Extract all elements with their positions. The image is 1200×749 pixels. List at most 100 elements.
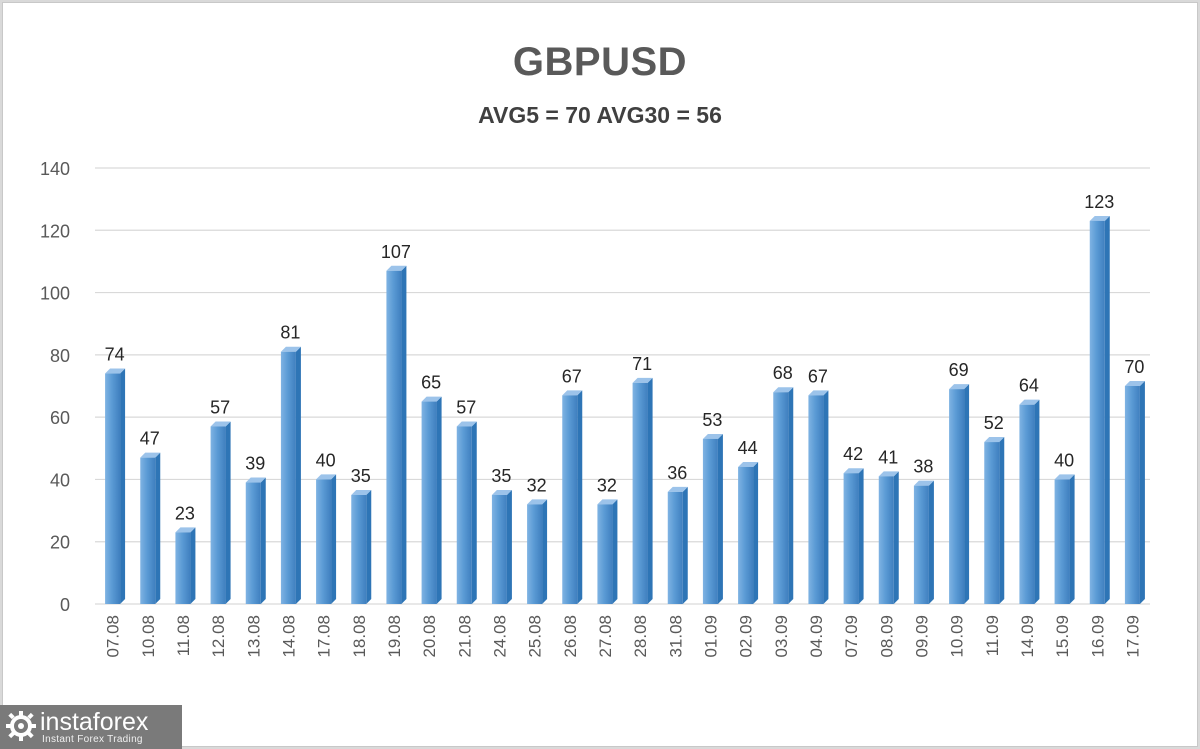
bar-top: [808, 390, 829, 396]
bar: [984, 437, 1005, 604]
bar-top: [984, 437, 1005, 443]
data-label: 38: [913, 457, 933, 477]
bar-side: [682, 486, 688, 604]
data-label: 39: [245, 454, 265, 474]
bar: [1054, 474, 1075, 604]
y-tick-label: 0: [60, 595, 70, 615]
x-tick-label: 08.09: [877, 615, 896, 658]
x-tick-label: 27.08: [596, 615, 615, 658]
bar-front: [175, 532, 191, 604]
bar-top: [175, 527, 196, 533]
data-label: 67: [562, 366, 582, 386]
bar-front: [386, 270, 402, 604]
bar-top: [491, 490, 512, 495]
data-label: 35: [491, 466, 511, 486]
bar-side: [964, 384, 970, 604]
bar-top: [667, 486, 688, 492]
bar-top: [702, 433, 723, 439]
x-tick-label: 04.09: [807, 615, 826, 658]
bar: [667, 486, 688, 604]
bar-side: [823, 390, 829, 604]
x-axis: 07.08 10.08 11.08 12.08 13.08 14.08 17.08 18.08…: [104, 615, 1143, 658]
bar-front: [667, 491, 683, 604]
data-labels: 74 47 23 57 39 81 40 35 107 65 57 35 32 67 32 71 36 53 44 6…: [105, 192, 1145, 523]
bar-top: [351, 490, 372, 495]
bar: [738, 461, 759, 604]
bar-front: [843, 473, 859, 604]
bar-top: [316, 474, 337, 480]
x-tick-label: 07.09: [842, 615, 861, 658]
bar-side: [1104, 215, 1110, 604]
bar-side: [858, 468, 864, 604]
bar-top: [456, 421, 477, 427]
x-tick-label: 10.08: [139, 615, 158, 658]
bar-front: [808, 395, 824, 604]
data-label: 32: [597, 475, 617, 495]
bar-top: [949, 384, 970, 390]
bar: [421, 396, 442, 604]
y-tick-label: 80: [50, 346, 70, 366]
x-tick-label: 26.08: [561, 615, 580, 658]
bar-front: [1054, 479, 1070, 604]
data-label: 81: [280, 323, 300, 343]
bar-front: [913, 485, 929, 604]
x-tick-label: 17.09: [1123, 615, 1142, 658]
bar-side: [1034, 399, 1040, 604]
bar: [913, 480, 934, 604]
bar: [1019, 399, 1040, 604]
bar: [632, 377, 653, 604]
bar-side: [893, 471, 899, 604]
watermark-brand: instaforex: [40, 708, 149, 736]
bar-side: [331, 474, 337, 604]
bar-front: [351, 495, 367, 604]
bar-top: [245, 477, 266, 483]
x-tick-label: 17.08: [315, 615, 334, 658]
y-axis: 0 20 40 60 80 100 120 140: [40, 159, 70, 615]
bar-side: [260, 477, 266, 604]
gridlines: [95, 167, 1150, 605]
bar-top: [527, 499, 548, 505]
bar: [105, 368, 126, 604]
bar-top: [738, 461, 759, 467]
data-label: 107: [381, 242, 411, 262]
bar-side: [155, 452, 161, 604]
x-tick-label: 19.08: [385, 615, 404, 658]
bar: [843, 468, 864, 604]
data-label: 41: [878, 447, 898, 467]
x-tick-label: 11.08: [174, 615, 193, 656]
bar-front: [527, 504, 543, 604]
y-tick-label: 120: [40, 221, 70, 241]
chart-subtitle: AVG5 = 70 AVG30 = 56: [478, 102, 722, 128]
data-label: 47: [140, 429, 160, 449]
bar-top: [421, 396, 442, 402]
bar-top: [773, 387, 794, 393]
watermark-tagline: Instant Forex Trading: [42, 734, 143, 745]
y-tick-label: 100: [40, 284, 70, 304]
bar-front: [702, 438, 718, 604]
bar-top: [1089, 215, 1110, 221]
bar: [949, 384, 970, 604]
x-tick-label: 16.09: [1088, 615, 1107, 658]
bar: [808, 390, 829, 604]
bar-front: [878, 476, 894, 604]
bar-front: [984, 442, 1000, 604]
bar-side: [542, 499, 548, 604]
bar-front: [1089, 220, 1105, 604]
bar: [386, 265, 407, 604]
data-label: 69: [949, 360, 969, 380]
bar-side: [225, 421, 231, 604]
data-label: 57: [456, 397, 476, 417]
bar-front: [140, 457, 156, 604]
bar-side: [753, 461, 759, 604]
x-tick-label: 15.09: [1053, 615, 1072, 658]
bar: [562, 390, 583, 604]
bar-side: [295, 346, 301, 604]
y-tick-label: 60: [50, 408, 70, 428]
bar: [280, 346, 301, 604]
bar-top: [1124, 381, 1145, 386]
bar: [1089, 215, 1110, 604]
bar: [773, 387, 794, 604]
bars: [105, 215, 1145, 604]
data-label: 57: [210, 397, 230, 417]
